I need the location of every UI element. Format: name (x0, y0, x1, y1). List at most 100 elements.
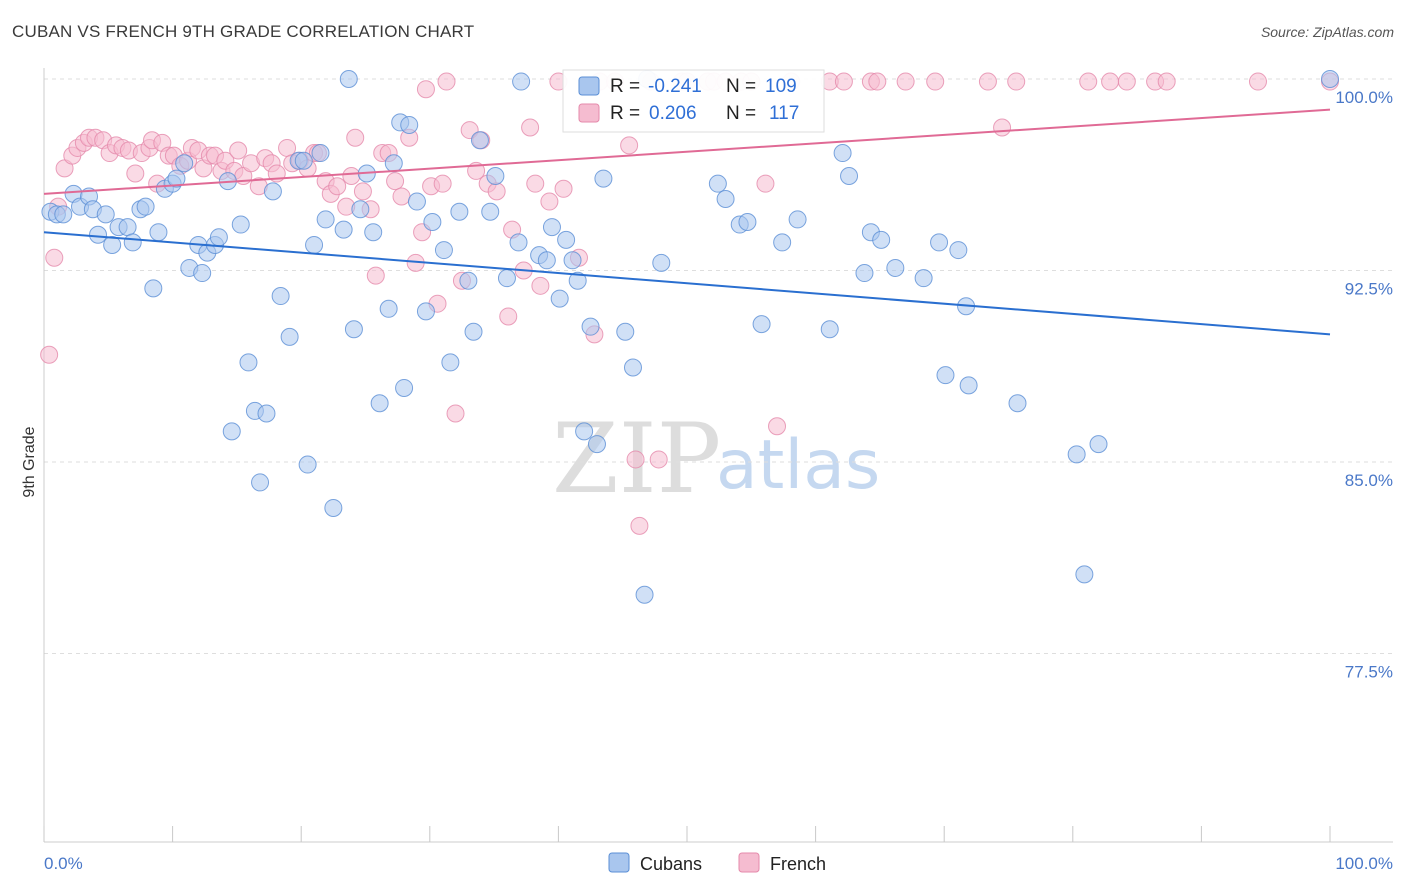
cubans-point-76 (568, 271, 587, 290)
cubans-point-106 (1008, 394, 1027, 413)
cubans-point-108 (1075, 565, 1094, 584)
cubans-point-40 (305, 235, 324, 254)
stats-swatch-french (578, 103, 600, 123)
stats-n-value-french: 117 (769, 103, 799, 124)
cubans-point-57 (416, 302, 435, 321)
cubans-point-26 (209, 228, 228, 247)
cubans-point-105 (959, 376, 978, 395)
cubans-point-79 (587, 435, 606, 454)
legend-label-cubans[interactable]: Cubans (640, 854, 702, 874)
cubans-point-61 (450, 202, 469, 221)
cubans-point-82 (623, 358, 642, 377)
french-point-14 (126, 164, 145, 183)
cubans-point-89 (738, 212, 757, 231)
cubans-point-93 (820, 320, 839, 339)
cubans-point-94 (833, 144, 852, 163)
cubans-point-69 (512, 72, 531, 91)
cubans-point-78 (581, 317, 600, 336)
french-point-72 (487, 182, 506, 201)
y-tick-label-3: 77.5% (1345, 663, 1393, 682)
cubans-point-23 (193, 264, 212, 283)
french-point-86 (620, 136, 639, 155)
x-tick-label-right: 100.0% (1335, 854, 1393, 873)
cubans-point-12 (123, 233, 142, 252)
cubans-point-42 (316, 210, 335, 229)
cubans-point-99 (886, 258, 905, 277)
cubans-point-35 (271, 287, 290, 306)
cubans-point-20 (175, 154, 194, 173)
cubans-point-60 (441, 353, 460, 372)
cubans-point-91 (773, 233, 792, 252)
cubans-point-15 (144, 279, 163, 298)
french-point-77 (526, 174, 545, 193)
french-trend-line (43, 108, 1331, 195)
french-point-98 (756, 174, 775, 193)
legend-swatch-cubans[interactable] (608, 852, 630, 873)
cubans-point-71 (537, 251, 556, 270)
cubans-point-62 (459, 271, 478, 290)
data-points (40, 70, 1339, 604)
cubans-point-98 (872, 230, 891, 249)
cubans-point-81 (616, 322, 635, 341)
trend-lines (43, 108, 1331, 336)
stats-r-value-cubans: -0.241 (648, 76, 702, 97)
chart-title: CUBAN VS FRENCH 9TH GRADE CORRELATION CH… (12, 22, 475, 41)
cubans-point-9 (103, 235, 122, 254)
bottom-legend: Cubans French (608, 852, 826, 874)
french-point-1 (45, 248, 64, 267)
cubans-point-65 (481, 202, 500, 221)
cubans-point-103 (949, 241, 968, 260)
french-point-53 (366, 266, 385, 285)
cubans-point-87 (716, 190, 735, 209)
cubans-point-11 (118, 218, 137, 237)
stats-r-label-cubans: R = (610, 76, 640, 97)
french-point-56 (386, 172, 405, 191)
y-tick-labels: 100.0% 92.5% 85.0% 77.5% (1335, 88, 1393, 682)
stats-legend-box: R = -0.241 N = 109 R = 0.206 N = 117 (562, 69, 825, 133)
french-point-79 (540, 192, 559, 211)
french-point-0 (40, 345, 59, 364)
french-point-76 (521, 118, 540, 137)
french-point-105 (896, 72, 915, 91)
cubans-point-102 (936, 366, 955, 385)
legend-label-french[interactable]: French (770, 854, 826, 874)
french-point-64 (433, 174, 452, 193)
french-point-106 (926, 72, 945, 91)
cubans-point-56 (407, 192, 426, 211)
cubans-point-54 (395, 378, 414, 397)
y-tick-label-0: 100.0% (1335, 88, 1393, 107)
legend-swatch-french[interactable] (738, 852, 760, 873)
cubans-point-41 (311, 144, 330, 163)
x-tick-label-left: 0.0% (44, 854, 83, 873)
french-point-90 (649, 450, 668, 469)
cubans-point-109 (1089, 435, 1108, 454)
cubans-point-38 (294, 151, 313, 170)
french-point-81 (554, 179, 573, 198)
stats-n-value-cubans: 109 (765, 76, 797, 97)
cubans-point-55 (400, 115, 419, 134)
watermark: ZIP atlas (552, 403, 880, 515)
y-tick-label-2: 85.0% (1345, 471, 1393, 490)
cubans-point-110 (1321, 70, 1339, 88)
cubans-point-2 (54, 205, 73, 224)
french-point-66 (446, 404, 465, 423)
stats-n-label-french: N = (726, 103, 756, 124)
cubans-point-100 (914, 269, 933, 288)
watermark-atlas: atlas (716, 426, 880, 505)
cubans-point-74 (557, 230, 576, 249)
french-point-109 (1007, 72, 1026, 91)
french-point-88 (630, 516, 649, 535)
french-point-73 (499, 307, 518, 326)
french-point-47 (328, 177, 347, 196)
french-point-115 (1248, 72, 1267, 91)
french-point-32 (229, 141, 248, 160)
cubans-point-101 (930, 233, 949, 252)
cubans-point-80 (594, 169, 613, 188)
cubans-point-29 (231, 215, 250, 234)
cubans-point-44 (334, 220, 353, 239)
cubans-point-83 (635, 585, 654, 604)
cubans-point-52 (384, 154, 403, 173)
cubans-point-39 (298, 455, 317, 474)
cubans-point-8 (96, 205, 115, 224)
